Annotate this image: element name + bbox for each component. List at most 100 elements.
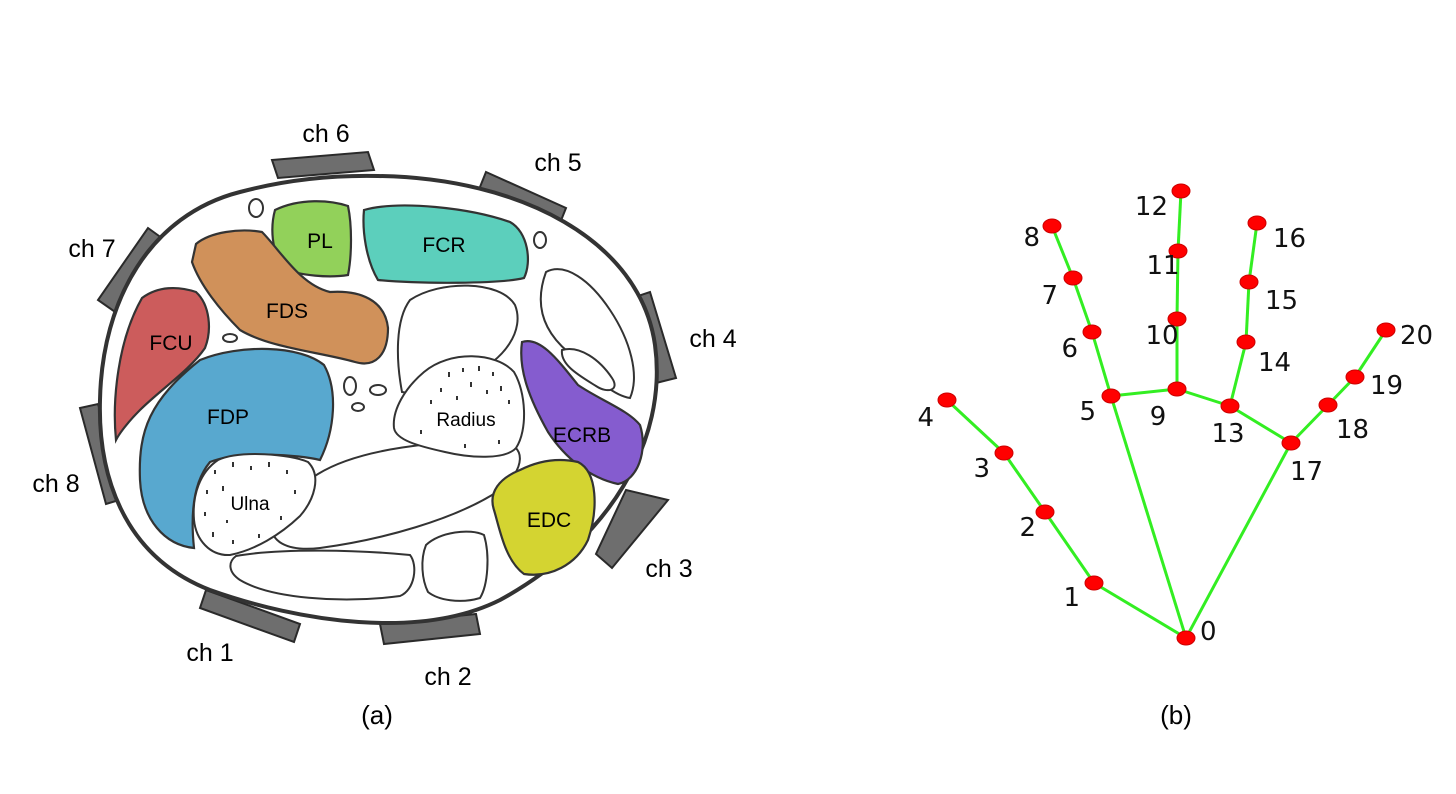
keypoint-label-10: 10 (1145, 321, 1178, 351)
vessel (351, 402, 365, 412)
keypoint-label-16: 16 (1273, 224, 1306, 254)
electrode-ch1 (198, 588, 302, 644)
muscle-outline (560, 348, 616, 392)
keypoint-label-20: 20 (1400, 321, 1433, 351)
label-ecrb: ECRB (553, 424, 611, 447)
connection-6-7 (1071, 277, 1094, 333)
keypoint-8 (1042, 218, 1062, 234)
connection-19-20 (1353, 329, 1388, 378)
keypoint-label-11: 11 (1146, 251, 1179, 281)
keypoint-10 (1167, 311, 1187, 327)
label-pl: PL (307, 230, 333, 253)
radius-speckle (420, 366, 510, 448)
connection-1-2 (1043, 511, 1096, 584)
muscle-outline (229, 549, 416, 601)
muscle-fdp (138, 347, 335, 550)
connection-13-14 (1228, 341, 1248, 407)
keypoint-label-2: 2 (1019, 513, 1036, 543)
connection-5-6 (1090, 331, 1113, 397)
caption-b: (b) (1160, 700, 1192, 730)
keypoint-label-6: 6 (1061, 334, 1078, 364)
keypoint-7 (1063, 270, 1083, 286)
electrode-ch3 (594, 488, 670, 570)
label-ch8: ch 8 (32, 470, 79, 498)
muscle-ecrb (520, 339, 644, 486)
vessels (222, 198, 547, 412)
keypoint-17 (1281, 435, 1301, 451)
vessel (222, 333, 238, 343)
keypoint-9 (1167, 381, 1187, 397)
keypoint-0 (1176, 630, 1196, 646)
connection-0-17 (1184, 442, 1293, 639)
vessel (369, 384, 387, 396)
keypoint-5 (1101, 388, 1121, 404)
muscle-fcu (113, 286, 211, 444)
label-fdp: FDP (207, 406, 249, 429)
unlabelled-muscles (229, 268, 635, 602)
connection-3-4 (945, 398, 1006, 455)
keypoint-label-13: 13 (1211, 419, 1244, 449)
ulna-speckle (204, 462, 296, 544)
muscle-fds (190, 229, 390, 365)
keypoint-label-18: 18 (1336, 415, 1369, 445)
label-ch4: ch 4 (689, 325, 736, 353)
keypoint-15 (1239, 274, 1259, 290)
keypoint-label-9: 9 (1150, 402, 1167, 432)
label-ch6: ch 6 (302, 120, 349, 148)
connection-17-18 (1289, 403, 1330, 445)
keypoint-18 (1318, 397, 1338, 413)
keypoint-label-15: 15 (1265, 286, 1298, 316)
keypoint-13 (1220, 398, 1240, 414)
keypoint-12 (1171, 183, 1191, 199)
vessel (248, 198, 264, 218)
label-ch7: ch 7 (68, 235, 115, 263)
connection-2-3 (1002, 452, 1047, 513)
keypoint-1 (1084, 575, 1104, 591)
bone-ulna (192, 453, 317, 557)
connection-15-16 (1247, 222, 1259, 283)
keypoint-11 (1168, 243, 1188, 259)
muscle-edc (491, 459, 596, 576)
label-ch3: ch 3 (645, 555, 692, 583)
keypoint-label-5: 5 (1079, 397, 1096, 427)
label-ch2: ch 2 (424, 663, 471, 691)
keypoint-label-7: 7 (1041, 281, 1058, 311)
connection-13-17 (1229, 404, 1292, 445)
connection-0-1 (1093, 581, 1187, 640)
label-ch1: ch 1 (186, 639, 233, 667)
keypoint-label-1: 1 (1063, 583, 1080, 613)
vessel (533, 231, 547, 249)
vessel (343, 376, 357, 396)
keypoint-3 (994, 445, 1014, 461)
label-fcu: FCU (149, 332, 192, 355)
keypoint-label-12: 12 (1135, 192, 1168, 222)
keypoint-2 (1035, 504, 1055, 520)
label-ch5: ch 5 (534, 149, 581, 177)
label-ulna: Ulna (230, 494, 270, 515)
bone-radius (392, 355, 525, 458)
keypoint-label-4: 4 (917, 403, 934, 433)
connection-9-13 (1176, 387, 1231, 408)
panel-a-cross-section: PL FCR FDS FCU FDP ECRB EDC Radius Ulna … (32, 120, 736, 730)
connection-5-9 (1110, 387, 1178, 398)
label-fds: FDS (266, 300, 308, 323)
label-edc: EDC (527, 509, 571, 532)
keypoint-16 (1247, 215, 1267, 231)
keypoint-6 (1082, 324, 1102, 340)
keypoint-label-8: 8 (1023, 223, 1040, 253)
hand-keypoints (937, 183, 1396, 646)
keypoint-20 (1376, 322, 1396, 338)
label-radius: Radius (436, 410, 495, 431)
muscle-outline (539, 268, 635, 400)
keypoint-label-14: 14 (1258, 348, 1291, 378)
muscle-fcr (362, 204, 530, 284)
electrode-ch6 (270, 150, 376, 180)
keypoint-14 (1236, 334, 1256, 350)
keypoint-label-0: 0 (1200, 617, 1217, 647)
keypoint-4 (937, 392, 957, 408)
connection-14-15 (1244, 281, 1251, 343)
keypoint-19 (1345, 369, 1365, 385)
